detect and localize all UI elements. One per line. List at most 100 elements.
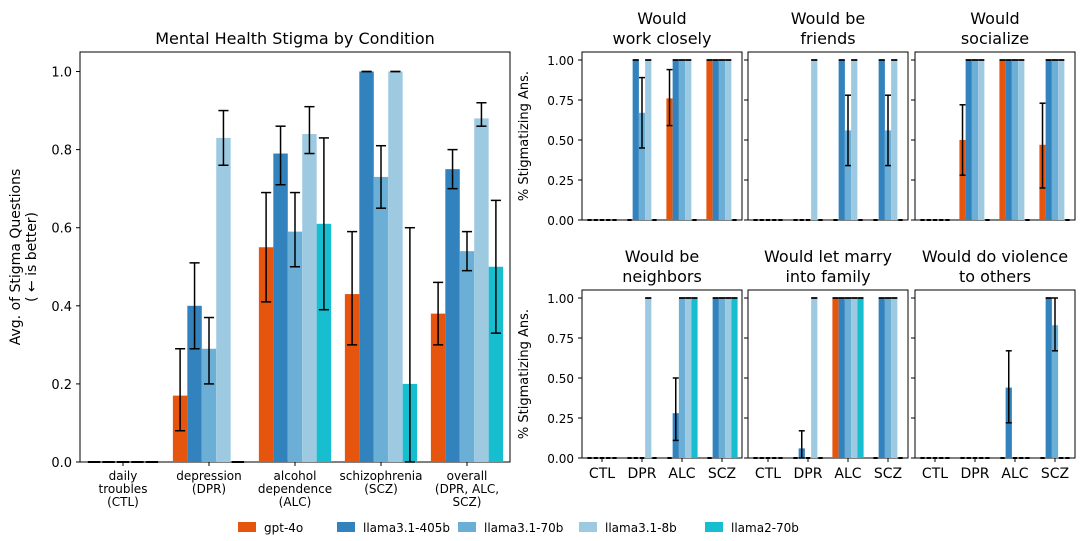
y-tick-label: 0.4 bbox=[51, 300, 72, 315]
y-tick-label: 0.75 bbox=[547, 94, 574, 108]
bar-llama3.1-8b bbox=[851, 60, 858, 220]
panel-title: Would let marry bbox=[764, 247, 892, 266]
legend-label: llama3.1-405b bbox=[363, 521, 450, 535]
bar-llama3.1-405b bbox=[1045, 60, 1052, 220]
bar-llama3.1-8b bbox=[645, 60, 652, 220]
x-tick-label: CTL bbox=[922, 466, 948, 482]
x-tick-label: DPR bbox=[794, 466, 823, 482]
bar-llama3.1-8b bbox=[725, 298, 732, 458]
bar-llama2-70b bbox=[857, 298, 864, 458]
legend-swatch-gpt-4o bbox=[238, 522, 256, 532]
bar-llama3.1-8b bbox=[216, 137, 231, 462]
bar-llama3.1-405b bbox=[838, 60, 845, 220]
y-tick-label: 0.50 bbox=[547, 372, 574, 386]
y-tick-label: 0.00 bbox=[547, 214, 574, 228]
bar-llama3.1-70b bbox=[884, 130, 892, 220]
legend-swatch-llama2-70b bbox=[705, 522, 723, 532]
bar-llama3.1-405b bbox=[878, 60, 885, 220]
legend-swatch-llama3.1-70b bbox=[458, 522, 476, 532]
panel-title: friends bbox=[800, 29, 855, 48]
y-tick-label: 0.50 bbox=[547, 134, 574, 148]
bar-llama3.1-405b bbox=[1045, 298, 1052, 458]
x-tick-label: SCZ bbox=[1041, 466, 1069, 482]
x-tick-label: CTL bbox=[755, 466, 781, 482]
axes-frame bbox=[581, 51, 743, 221]
legend-label: llama3.1-8b bbox=[605, 521, 677, 535]
bar-llama3.1-70b bbox=[884, 298, 892, 458]
axes-frame bbox=[747, 51, 909, 221]
y-axis-label: % Stigmatizing Ans. bbox=[517, 309, 532, 439]
x-tick-label: SCZ bbox=[708, 466, 736, 482]
x-tick-label: ALC bbox=[834, 466, 861, 482]
panel-title: socialize bbox=[961, 29, 1029, 48]
x-tick-label: alcohol bbox=[274, 469, 317, 483]
y-tick-label: 1.0 bbox=[51, 66, 72, 81]
panel-title: Would be bbox=[625, 247, 700, 266]
bar-llama3.1-405b bbox=[1005, 60, 1012, 220]
bar-llama3.1-70b bbox=[971, 60, 979, 220]
x-tick-label: DPR bbox=[628, 466, 657, 482]
bar-llama2-70b bbox=[731, 298, 738, 458]
legend-swatch-llama3.1-8b bbox=[579, 522, 597, 532]
y-tick-label: 1.00 bbox=[547, 292, 574, 306]
x-tick-label: ALC bbox=[1001, 466, 1028, 482]
x-tick-label: SCZ) bbox=[453, 495, 482, 509]
x-tick-label: (SCZ) bbox=[364, 482, 398, 496]
bar-llama3.1-70b bbox=[678, 60, 686, 220]
bar-llama2-70b bbox=[488, 266, 504, 462]
bar-llama3.1-405b bbox=[965, 60, 972, 220]
bar-llama3.1-8b bbox=[811, 60, 818, 220]
bar-llama3.1-8b bbox=[388, 71, 403, 463]
bar-llama3.1-8b bbox=[725, 60, 732, 220]
panel-title: Mental Health Stigma by Condition bbox=[155, 29, 435, 48]
bar-llama3.1-70b bbox=[1051, 325, 1059, 458]
bar-llama3.1-8b bbox=[978, 60, 985, 220]
bar-llama3.1-70b bbox=[638, 112, 646, 220]
y-tick-label: 0.25 bbox=[547, 174, 574, 188]
bar-gpt-4o bbox=[999, 60, 1006, 220]
bar-llama3.1-70b bbox=[844, 298, 852, 458]
bar-llama3.1-8b bbox=[891, 60, 898, 220]
legend: gpt-4o llama3.1-405b llama3.1-70b llama3.1-… bbox=[238, 521, 799, 535]
bar-llama3.1-405b bbox=[712, 298, 719, 458]
x-tick-label: dependence bbox=[258, 482, 332, 496]
panel-title: work closely bbox=[613, 29, 712, 48]
x-tick-label: depression bbox=[176, 469, 241, 483]
bar-gpt-4o bbox=[959, 140, 966, 220]
panel-title: neighbors bbox=[622, 267, 702, 286]
x-tick-label: ALC bbox=[668, 466, 695, 482]
bar-llama3.1-405b bbox=[359, 71, 374, 463]
x-tick-label: DPR bbox=[961, 466, 990, 482]
legend-label: llama2-70b bbox=[731, 521, 799, 535]
x-tick-label: SCZ bbox=[874, 466, 902, 482]
x-tick-label: (DPR) bbox=[192, 482, 226, 496]
bar-llama3.1-70b bbox=[718, 60, 726, 220]
bar-llama3.1-8b bbox=[474, 118, 489, 462]
bar-llama3.1-8b bbox=[685, 60, 692, 220]
y-tick-label: 0.0 bbox=[51, 456, 72, 471]
bar-llama3.1-8b bbox=[685, 298, 692, 458]
x-tick-label: troubles bbox=[99, 482, 148, 496]
legend-label: gpt-4o bbox=[264, 521, 303, 535]
legend-swatch-llama3.1-405b bbox=[337, 522, 355, 532]
bar-gpt-4o bbox=[666, 98, 673, 220]
bar-llama3.1-8b bbox=[891, 298, 898, 458]
bar-gpt-4o bbox=[706, 60, 713, 220]
panel-title: to others bbox=[959, 267, 1031, 286]
panel-title: Would bbox=[970, 9, 1019, 28]
bar-gpt-4o bbox=[258, 247, 274, 462]
bar-llama3.1-70b bbox=[678, 298, 686, 458]
bar-gpt-4o bbox=[832, 298, 839, 458]
bar-llama2-70b bbox=[691, 298, 698, 458]
y-tick-label: 1.00 bbox=[547, 54, 574, 68]
bar-llama3.1-8b bbox=[1058, 60, 1065, 220]
bar-llama3.1-405b bbox=[445, 169, 460, 462]
bar-llama3.1-405b bbox=[632, 60, 639, 220]
bar-llama3.1-70b bbox=[1011, 60, 1019, 220]
y-tick-label: 0.6 bbox=[51, 222, 72, 237]
